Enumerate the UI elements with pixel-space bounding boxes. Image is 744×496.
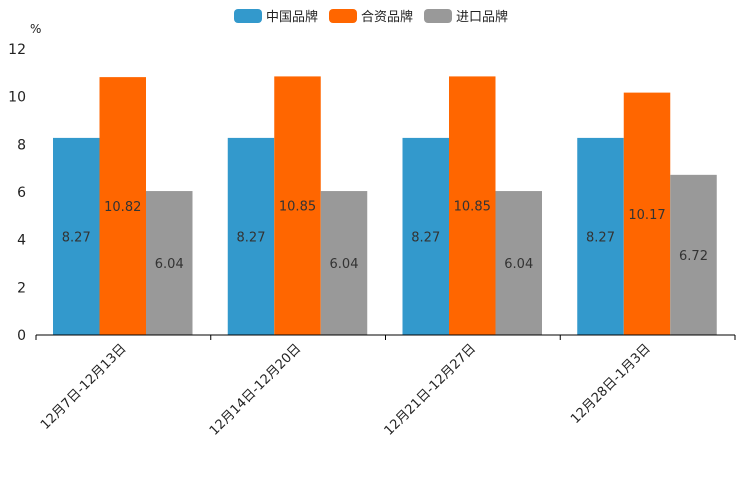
bar-3-2 (320, 191, 368, 335)
y-axis-unit-label: % (30, 22, 41, 36)
y-tick-label: 0 (17, 328, 26, 344)
data-label: 8.27 (586, 230, 615, 245)
data-label: 10.85 (454, 200, 491, 215)
bar-1-3 (402, 137, 449, 335)
data-label: 6.04 (330, 257, 359, 272)
data-label: 10.85 (279, 200, 316, 215)
y-tick-label: 2 (17, 280, 26, 296)
legend-label: 中国品牌 (266, 9, 318, 25)
y-tick-label: 8 (17, 137, 26, 153)
legend-swatch (329, 9, 357, 23)
data-label: 6.04 (155, 257, 184, 272)
data-label: 6.72 (679, 249, 708, 264)
legend-label: 合资品牌 (361, 9, 413, 25)
y-tick-label: 6 (17, 185, 26, 201)
x-axis-ticks: 12月7日-12月13日 12月14日-12月20日 12月21日-12月27日 12… (35, 335, 736, 439)
y-tick-label: 10 (8, 90, 26, 106)
y-axis-ticks: 0 2 4 6 8 10 12 (8, 42, 26, 344)
y-tick-label: 4 (17, 233, 26, 249)
bar-2-4 (623, 92, 671, 336)
legend-label: 进口品牌 (456, 9, 508, 25)
data-label: 8.27 (62, 230, 91, 245)
data-labels: 8.27 10.82 6.04 8.27 10.85 6.04 8.27 10.85 6.04 8… (62, 200, 708, 272)
data-label: 10.82 (104, 200, 141, 215)
data-label: 8.27 (411, 230, 440, 245)
legend-swatch (234, 9, 262, 23)
bar-3-1 (146, 191, 193, 335)
x-tick-label: 12月7日-12月13日 (38, 341, 130, 433)
bar-3-3 (495, 191, 542, 335)
bars (53, 76, 717, 336)
bar-1-2 (227, 137, 275, 335)
data-label: 8.27 (237, 230, 266, 245)
legend-swatch (424, 9, 452, 23)
x-tick-label: 12月28日-1月3日 (568, 341, 654, 427)
data-label: 10.17 (628, 208, 665, 223)
bar-2-2 (274, 76, 321, 336)
bar-3-4 (670, 174, 717, 335)
y-tick-label: 12 (8, 42, 26, 58)
x-tick-label: 12月21日-12月27日 (382, 341, 479, 438)
data-label: 6.04 (504, 257, 533, 272)
bar-1-4 (577, 137, 624, 335)
bar-2-3 (449, 76, 496, 336)
legend: 中国品牌 合资品牌 进口品牌 (234, 9, 508, 25)
bar-2-1 (99, 77, 146, 335)
x-tick-label: 12月14日-12月20日 (207, 341, 304, 438)
bar-1-1 (53, 137, 100, 335)
